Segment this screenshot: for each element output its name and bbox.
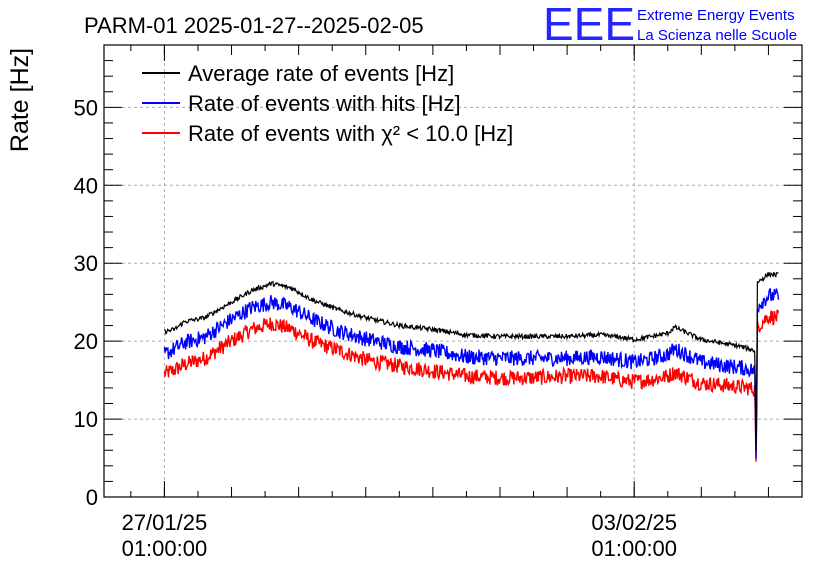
series-line-1 [163, 288, 780, 459]
eee-logo-line1: Extreme Energy Events [637, 7, 795, 24]
legend: Average rate of events [Hz] Rate of event… [142, 61, 513, 146]
y-tick-label: 30 [74, 251, 98, 276]
x-tick-label-time: 01:00:00 [591, 536, 677, 561]
series-line-0 [164, 271, 779, 451]
x-tick-label-time: 01:00:00 [122, 536, 208, 561]
y-axis-label: Rate [Hz] [6, 48, 34, 152]
eee-logo-line2: La Scienza nelle Scuole [637, 27, 797, 44]
x-tick-label-date: 03/02/25 [591, 510, 677, 535]
legend-label-1: Rate of events with hits [Hz] [188, 91, 461, 116]
y-tick-label: 10 [74, 407, 98, 432]
x-tick-label-date: 27/01/25 [122, 510, 208, 535]
axis-ticks: 0102030405027/01/2501:00:0003/02/2501:00… [74, 44, 803, 561]
legend-label-2: Rate of events with χ² < 10.0 [Hz] [188, 121, 513, 146]
plot-frame-rect [103, 44, 803, 498]
y-tick-label: 0 [86, 485, 98, 510]
chart-title: PARM-01 2025-01-27--2025-02-05 [84, 13, 424, 38]
legend-label-0: Average rate of events [Hz] [188, 61, 454, 86]
eee-logo-mark: EEE [543, 0, 635, 50]
grid-lines [104, 45, 802, 497]
series-line-2 [163, 309, 780, 462]
y-tick-label: 20 [74, 329, 98, 354]
series-layer [163, 271, 780, 462]
plot-frame [103, 44, 803, 498]
y-tick-label: 50 [74, 95, 98, 120]
eee-logo: EEE Extreme Energy Events La Scienza nel… [543, 0, 797, 50]
y-tick-label: 40 [74, 173, 98, 198]
